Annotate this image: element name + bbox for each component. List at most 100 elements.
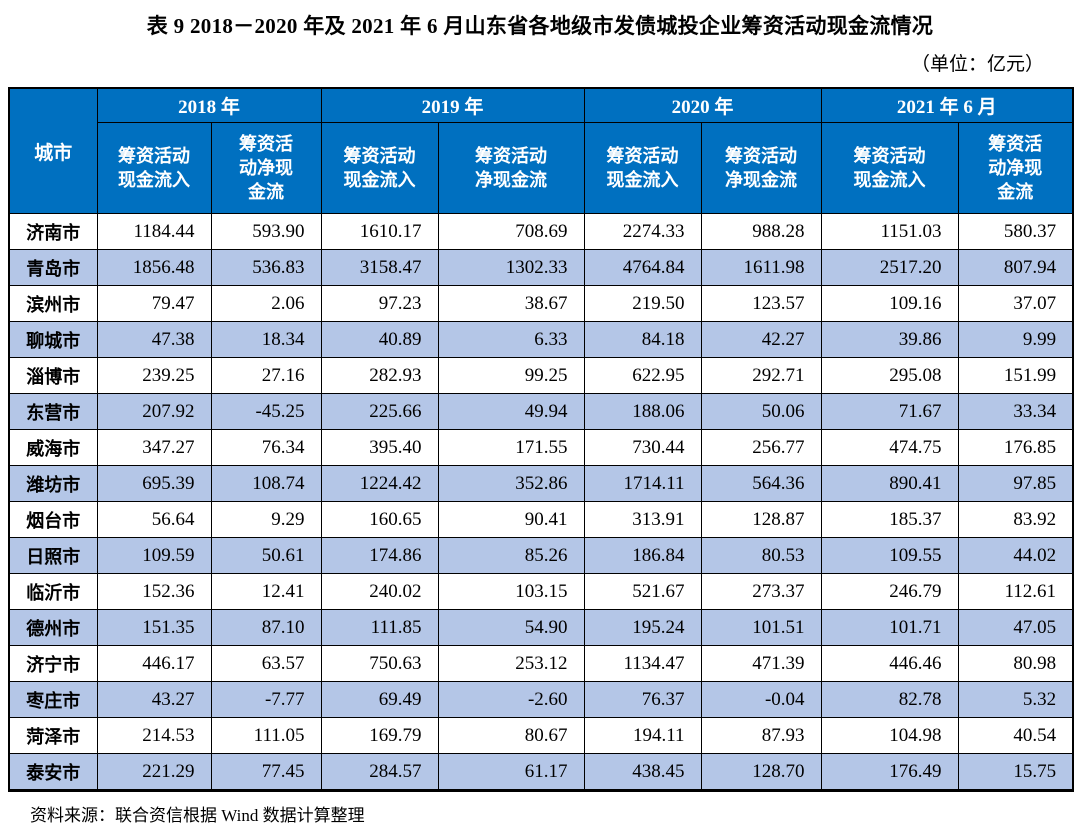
- value-cell: 103.15: [437, 573, 585, 610]
- value-cell: 2.06: [210, 285, 322, 322]
- value-cell: 27.16: [210, 357, 322, 394]
- value-cell: 101.71: [820, 609, 959, 646]
- table-title: 表 9 2018－2020 年及 2021 年 6 月山东省各地级市发债城投企业…: [146, 14, 934, 38]
- column-header-2019-net: 筹资活动 净现金流: [437, 122, 585, 214]
- unit-note: （单位：亿元）: [910, 54, 1044, 75]
- year-group-2019: 2019 年: [320, 87, 585, 123]
- column-header-2018-inflow: 筹资活动 现金流入: [96, 122, 212, 214]
- value-cell: 109.55: [820, 537, 959, 574]
- column-header-2021-net: 筹资活 动净现 金流: [957, 122, 1074, 214]
- column-header-2020-net: 筹资活动 净现金流: [700, 122, 822, 214]
- table-row: 东营市 207.92 -45.25 225.66 49.94 188.06 50.06 71.…: [8, 393, 1074, 430]
- value-cell: -7.77: [210, 681, 322, 718]
- value-cell: 1714.11: [583, 465, 702, 502]
- city-cell: 聊城市: [8, 321, 98, 358]
- value-cell: 352.86: [437, 465, 585, 502]
- value-cell: 890.41: [820, 465, 959, 502]
- value-cell: 61.17: [437, 753, 585, 791]
- value-cell: 195.24: [583, 609, 702, 646]
- table-row: 青岛市 1856.48 536.83 3158.47 1302.33 4764.84 161…: [8, 249, 1074, 286]
- value-cell: 77.45: [210, 753, 322, 791]
- city-cell: 临沂市: [8, 573, 98, 610]
- value-cell: 186.84: [583, 537, 702, 574]
- value-cell: 54.90: [437, 609, 585, 646]
- value-cell: 56.64: [96, 501, 212, 538]
- value-cell: -0.04: [700, 681, 822, 718]
- value-cell: 1856.48: [96, 249, 212, 286]
- value-cell: 171.55: [437, 429, 585, 466]
- table-row: 烟台市 56.64 9.29 160.65 90.41 313.91 128.87 185.3…: [8, 501, 1074, 538]
- value-cell: 239.25: [96, 357, 212, 394]
- value-cell: 97.85: [957, 465, 1074, 502]
- value-cell: 151.99: [957, 357, 1074, 394]
- column-header-2020-inflow: 筹资活动 现金流入: [583, 122, 702, 214]
- table-row: 枣庄市 43.27 -7.77 69.49 -2.60 76.37 -0.04 82.78 5.…: [8, 681, 1074, 718]
- value-cell: 160.65: [320, 501, 439, 538]
- value-cell: 109.59: [96, 537, 212, 574]
- value-cell: 1134.47: [583, 645, 702, 682]
- value-cell: 111.05: [210, 717, 322, 754]
- value-cell: 256.77: [700, 429, 822, 466]
- value-cell: 1610.17: [320, 213, 439, 250]
- city-cell: 德州市: [8, 609, 98, 646]
- column-header-2021-inflow: 筹资活动 现金流入: [820, 122, 959, 214]
- value-cell: 176.85: [957, 429, 1074, 466]
- city-cell: 泰安市: [8, 753, 98, 791]
- table-row: 德州市 151.35 87.10 111.85 54.90 195.24 101.51 101…: [8, 609, 1074, 646]
- value-cell: 188.06: [583, 393, 702, 430]
- sub-header-row: 筹资活动 现金流入 筹资活 动净现 金流 筹资活动 现金流入 筹资活动 净现金流…: [9, 122, 1074, 214]
- column-header-2018-net: 筹资活 动净现 金流: [210, 122, 322, 214]
- value-cell: 622.95: [583, 357, 702, 394]
- year-group-2021-06: 2021 年 6 月: [820, 87, 1074, 123]
- value-cell: 50.06: [700, 393, 822, 430]
- city-cell: 东营市: [8, 393, 98, 430]
- value-cell: 2274.33: [583, 213, 702, 250]
- value-cell: 225.66: [320, 393, 439, 430]
- value-cell: 82.78: [820, 681, 959, 718]
- value-cell: 79.47: [96, 285, 212, 322]
- value-cell: 185.37: [820, 501, 959, 538]
- city-cell: 淄博市: [8, 357, 98, 394]
- year-group-2018: 2018 年: [96, 87, 322, 123]
- value-cell: 282.93: [320, 357, 439, 394]
- value-cell: 564.36: [700, 465, 822, 502]
- value-cell: 313.91: [583, 501, 702, 538]
- value-cell: 87.10: [210, 609, 322, 646]
- value-cell: 9.99: [957, 321, 1074, 358]
- year-group-2020: 2020 年: [583, 87, 822, 123]
- value-cell: 1611.98: [700, 249, 822, 286]
- value-cell: 128.70: [700, 753, 822, 791]
- value-cell: 395.40: [320, 429, 439, 466]
- value-cell: 47.38: [96, 321, 212, 358]
- table-header: 城市 2018 年 2019 年 2020 年 2021 年 6 月 筹资活动 …: [8, 87, 1074, 214]
- value-cell: 521.67: [583, 573, 702, 610]
- table-row: 泰安市 221.29 77.45 284.57 61.17 438.45 128.70 176…: [8, 753, 1074, 791]
- value-cell: 111.85: [320, 609, 439, 646]
- value-cell: 9.29: [210, 501, 322, 538]
- value-cell: 84.18: [583, 321, 702, 358]
- table-row: 潍坊市 695.39 108.74 1224.42 352.86 1714.11 564.3…: [8, 465, 1074, 502]
- value-cell: 97.23: [320, 285, 439, 322]
- value-cell: 219.50: [583, 285, 702, 322]
- value-cell: 44.02: [957, 537, 1074, 574]
- value-cell: 101.51: [700, 609, 822, 646]
- value-cell: 12.41: [210, 573, 322, 610]
- value-cell: 33.34: [957, 393, 1074, 430]
- value-cell: 593.90: [210, 213, 322, 250]
- table-row: 日照市 109.59 50.61 174.86 85.26 186.84 80.53 109.…: [8, 537, 1074, 574]
- value-cell: 253.12: [437, 645, 585, 682]
- city-cell: 济宁市: [8, 645, 98, 682]
- value-cell: 69.49: [320, 681, 439, 718]
- cashflow-table: 城市 2018 年 2019 年 2020 年 2021 年 6 月 筹资活动 …: [8, 87, 1075, 792]
- value-cell: 474.75: [820, 429, 959, 466]
- value-cell: 76.37: [583, 681, 702, 718]
- value-cell: 90.41: [437, 501, 585, 538]
- table-body: 济南市 1184.44 593.90 1610.17 708.69 2274.33 988.…: [8, 213, 1074, 791]
- value-cell: 6.33: [437, 321, 585, 358]
- value-cell: 273.37: [700, 573, 822, 610]
- value-cell: 123.57: [700, 285, 822, 322]
- value-cell: 47.05: [957, 609, 1074, 646]
- value-cell: 695.39: [96, 465, 212, 502]
- value-cell: 152.36: [96, 573, 212, 610]
- city-cell: 潍坊市: [8, 465, 98, 502]
